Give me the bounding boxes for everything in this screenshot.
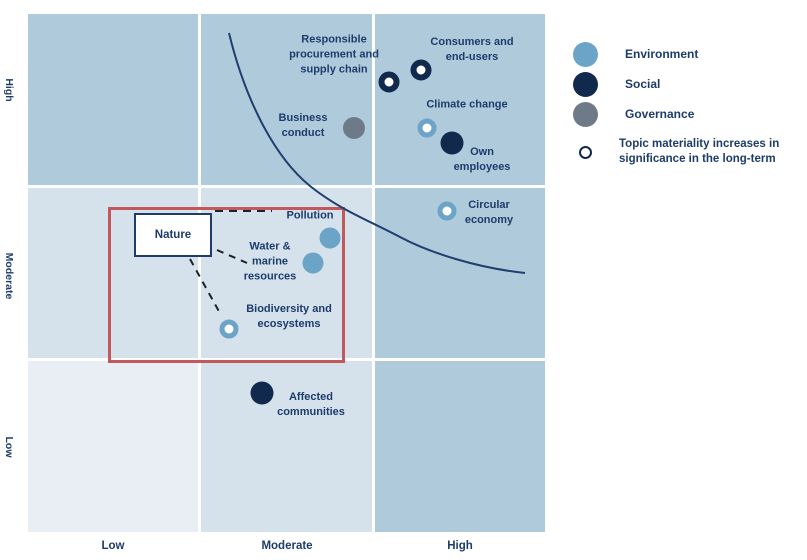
nature-group-box: Nature [134,213,212,257]
cell-high-low [28,14,199,185]
circular-economy-label: Circular economy [464,199,514,226]
governance-swatch-icon [573,102,598,127]
pollution-marker [319,227,341,249]
biodiversity-label: Biodiversity and ecosystems [246,303,332,330]
climate-change-marker [417,118,437,138]
circular-economy-marker [437,201,457,221]
business-conduct-label: Business conduct [278,112,328,139]
affected-communities-marker [250,381,274,405]
pollution-label: Pollution [286,209,334,222]
long-term-ring-icon [578,145,592,159]
legend-item-social: Social [573,72,660,97]
legend-item-environment: Environment [573,42,698,67]
consumers-end-users-marker [410,59,432,81]
x-tick-high: High [447,540,473,552]
x-tick-low: Low [101,540,125,552]
cell-moderate-high [374,187,545,359]
water-marine-marker [302,252,324,274]
environment-swatch-icon [573,42,598,67]
responsible-procurement-marker [378,71,400,93]
legend-social-label: Social [625,77,661,91]
legend-item-governance: Governance [573,102,694,127]
affected-communities-label: Affected communities [277,391,345,418]
cell-low-low [28,361,199,532]
x-tick-moderate: Moderate [261,540,313,552]
business-conduct-marker [343,117,365,139]
cell-low-high [374,361,545,532]
legend-item-long-term: Topic materiality increases in significa… [573,137,779,167]
nature-group-label: Nature [154,229,192,241]
legend-environment-label: Environment [625,47,699,61]
own-employees-label: Own employees [453,146,511,173]
legend-governance-label: Governance [625,107,695,121]
y-tick-moderate: Moderate [3,252,15,300]
water-marine-label: Water & marine resources [243,240,297,283]
cell-low-moderate [201,361,372,532]
biodiversity-marker [219,319,239,339]
responsible-procurement-label: Responsible procurement and supply chain [289,33,379,76]
climate-change-label: Climate change [426,98,508,111]
consumers-end-users-label: Consumers and end-users [430,36,514,63]
y-tick-low: Low [3,436,15,458]
y-tick-high: High [3,78,15,102]
social-swatch-icon [573,72,598,97]
nature-highlight-box [108,207,345,363]
legend-long-term-label: Topic materiality increases in significa… [619,138,780,165]
